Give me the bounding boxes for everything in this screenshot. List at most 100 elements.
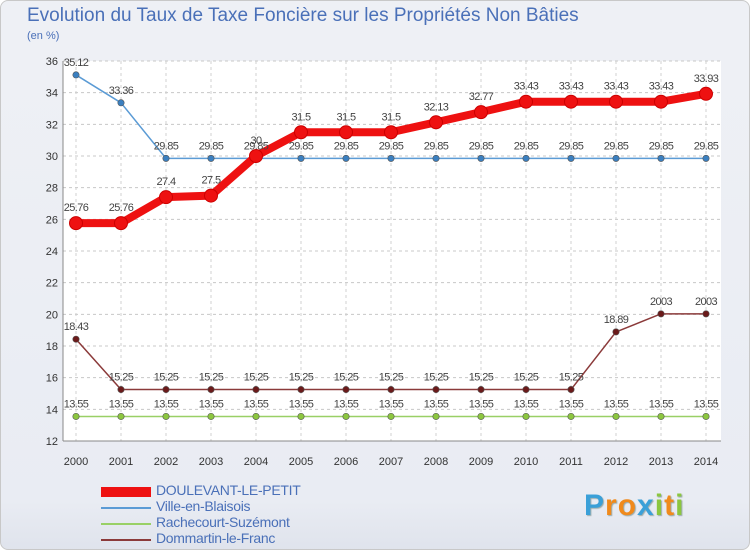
data-label: 13.55: [424, 398, 449, 410]
data-label: 13.55: [379, 398, 404, 410]
data-label: 25.76: [109, 202, 134, 214]
data-label: 32.77: [469, 91, 494, 103]
data-label: 30: [250, 135, 262, 147]
data-label: 29.85: [514, 140, 539, 152]
y-tick-label: 24: [46, 246, 58, 258]
data-label: 29.85: [559, 140, 584, 152]
data-label: 15.25: [154, 372, 179, 384]
data-label: 32.13: [424, 101, 449, 113]
data-point: [204, 188, 218, 203]
data-label: 15.25: [334, 372, 359, 384]
data-point: [657, 310, 665, 318]
y-tick-label: 14: [46, 404, 58, 416]
legend-label: Rachecourt-Suzémont: [156, 514, 290, 530]
data-point: [702, 310, 710, 318]
data-label: 15.25: [289, 372, 314, 384]
data-label: 13.55: [514, 398, 539, 410]
data-point: [432, 386, 440, 394]
data-point: [429, 115, 443, 130]
data-label: 15.25: [424, 372, 449, 384]
data-point: [702, 154, 710, 162]
logo-letter: x: [637, 489, 655, 522]
data-point: [342, 386, 350, 394]
data-point: [609, 94, 623, 109]
data-point: [522, 154, 530, 162]
data-label: 15.25: [379, 372, 404, 384]
data-label: 2003: [695, 296, 718, 308]
data-label: 25.76: [64, 202, 89, 214]
data-point: [657, 412, 665, 420]
data-label: 13.55: [154, 398, 179, 410]
data-point: [72, 412, 80, 420]
chart-title: Evolution du Taux de Taxe Foncière sur l…: [27, 5, 579, 26]
data-label: 33.43: [604, 81, 629, 93]
data-point: [699, 86, 713, 101]
data-point: [162, 412, 170, 420]
data-label: 33.93: [694, 73, 719, 85]
data-point: [252, 412, 260, 420]
proxiti-logo: Proxiti: [584, 489, 684, 523]
legend-swatch: [101, 507, 151, 509]
data-point: [207, 386, 215, 394]
y-tick-label: 26: [46, 214, 58, 226]
data-label: 18.89: [604, 314, 629, 326]
data-point: [519, 94, 533, 109]
data-point: [384, 125, 398, 140]
data-point: [72, 335, 80, 343]
data-point: [387, 412, 395, 420]
y-tick-label: 18: [46, 341, 58, 353]
data-label: 13.55: [469, 398, 494, 410]
data-label: 15.25: [199, 372, 224, 384]
data-label: 29.85: [649, 140, 674, 152]
data-label: 31.5: [336, 111, 355, 123]
data-point: [252, 386, 260, 394]
x-tick-label: 2013: [649, 456, 673, 468]
data-label: 31.5: [291, 111, 310, 123]
data-point: [339, 125, 353, 140]
x-tick-label: 2005: [289, 456, 313, 468]
data-label: 13.55: [559, 398, 584, 410]
y-tick-label: 20: [46, 309, 58, 321]
data-label: 18.43: [64, 321, 89, 333]
data-point: [522, 412, 530, 420]
y-tick-label: 36: [46, 56, 58, 68]
legend-label: Dommartin-le-Franc: [156, 530, 276, 546]
legend-swatch: [101, 539, 151, 541]
data-label: 13.55: [109, 398, 134, 410]
logo-letter: o: [617, 489, 638, 522]
data-label: 2003: [650, 296, 673, 308]
data-point: [477, 386, 485, 394]
data-label: 29.85: [604, 140, 629, 152]
data-point: [342, 154, 350, 162]
legend-label: DOULEVANT-LE-PETIT: [156, 482, 301, 498]
data-point: [612, 328, 620, 336]
data-point: [249, 149, 263, 163]
x-tick-label: 2011: [559, 456, 583, 468]
data-point: [207, 154, 215, 162]
x-tick-label: 2012: [604, 456, 628, 468]
data-label: 31.5: [381, 111, 400, 123]
data-label: 13.55: [64, 398, 89, 410]
logo-letter: i: [654, 489, 665, 522]
data-label: 33.43: [514, 81, 539, 93]
logo-letter: t: [664, 489, 676, 522]
data-point: [567, 412, 575, 420]
data-point: [387, 154, 395, 162]
logo-letter: r: [605, 489, 618, 522]
data-point: [564, 94, 578, 109]
data-label: 29.85: [694, 140, 719, 152]
data-point: [207, 412, 215, 420]
data-label: 29.85: [379, 140, 404, 152]
data-point: [297, 386, 305, 394]
data-label: 15.25: [514, 372, 539, 384]
data-point: [72, 71, 80, 79]
data-point: [117, 412, 125, 420]
data-label: 13.55: [334, 398, 359, 410]
data-label: 29.85: [334, 140, 359, 152]
data-point: [69, 216, 83, 231]
data-label: 35.12: [64, 57, 89, 69]
x-tick-label: 2014: [694, 456, 718, 468]
data-point: [612, 154, 620, 162]
